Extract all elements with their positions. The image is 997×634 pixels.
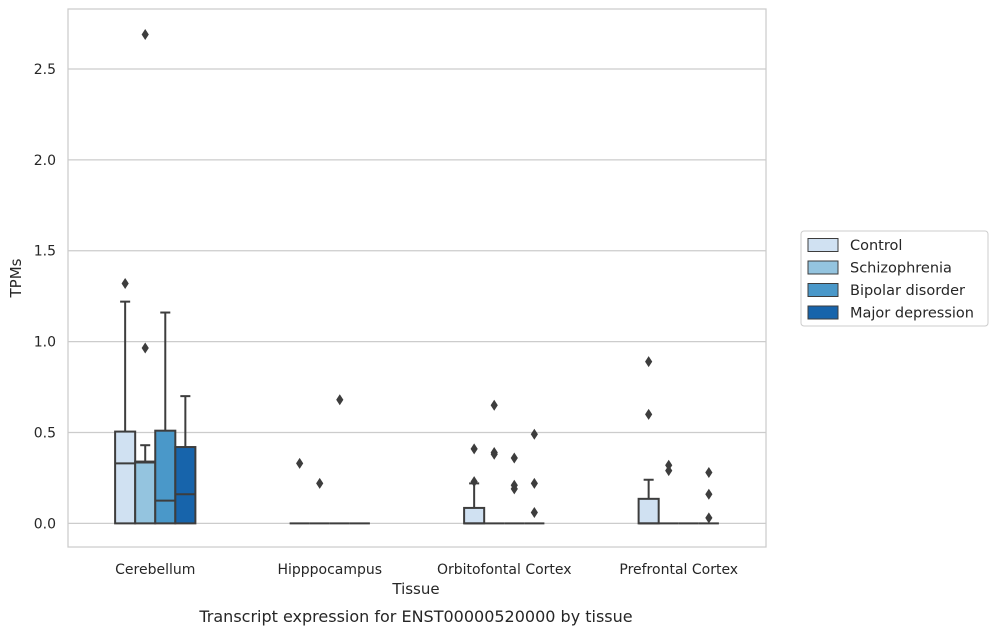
legend-frame <box>800 230 989 327</box>
box-schizophrenia <box>484 399 505 525</box>
box-bipolar-disorder <box>154 311 177 525</box>
outlier-point <box>705 512 713 524</box>
legend-label: Control <box>850 238 902 254</box>
box-schizophrenia <box>658 459 679 525</box>
legend-label: Major depression <box>850 306 974 322</box>
figure-caption: Transcript expression for ENST0000052000… <box>198 607 632 626</box>
box-body <box>134 460 157 525</box>
y-tick-label: 2.5 <box>34 62 56 78</box>
outlier-point <box>141 342 149 354</box>
y-tick-label: 1.0 <box>34 335 56 351</box>
box-plots <box>114 28 719 525</box>
y-tick-label: 0.0 <box>34 516 56 532</box>
box-schizophrenia <box>309 477 330 525</box>
plot-frame <box>67 8 767 548</box>
outlier-point <box>705 466 713 478</box>
box-body <box>637 497 660 525</box>
box-bipolar-disorder <box>329 394 350 525</box>
x-tick-label: Cerebellum <box>115 562 195 578</box>
outlier-point <box>645 356 653 368</box>
outlier-point <box>336 394 344 406</box>
box-control <box>637 356 660 525</box>
y-axis-title: TPMs <box>7 258 25 298</box>
y-tick-label: 2.0 <box>34 153 56 169</box>
box-body <box>114 430 137 525</box>
outlier-point <box>705 488 713 500</box>
legend-label: Bipolar disorder <box>850 283 965 299</box>
box-control <box>289 457 310 525</box>
x-axis-title: Tissue <box>391 580 439 598</box>
y-tick-label: 1.5 <box>34 244 56 260</box>
x-axis-ticks: Cerebellum Hipppocampus Orbitofontal Corte… <box>115 562 738 578</box>
outlier-point <box>510 483 518 495</box>
x-tick-label: Prefrontal Cortex <box>619 562 738 578</box>
outlier-point <box>510 452 518 464</box>
legend: Control Schizophrenia Bipolar disorder Majo… <box>800 230 989 327</box>
legend-label: Schizophrenia <box>850 261 952 277</box>
box-body <box>174 446 197 525</box>
outlier-point <box>645 408 653 420</box>
y-axis-ticks: 0.0 0.5 1.0 1.5 2.0 2.5 <box>34 62 56 532</box>
outlier-point <box>470 476 478 488</box>
outlier-point <box>490 448 498 460</box>
box-major-depression <box>524 428 545 525</box>
outlier-point <box>470 443 478 455</box>
box-major-depression <box>174 395 197 525</box>
x-tick-label: Hipppocampus <box>277 562 382 578</box>
outlier-point <box>530 506 538 518</box>
outlier-point <box>665 465 673 477</box>
outlier-point <box>296 457 304 469</box>
legend-swatch <box>807 283 839 297</box>
y-tick-label: 0.5 <box>34 425 56 441</box>
outlier-point <box>530 477 538 489</box>
legend-swatch <box>807 260 839 275</box>
outlier-point <box>141 28 149 40</box>
legend-swatch <box>807 238 839 252</box>
outlier-point <box>121 277 129 289</box>
box-control <box>114 277 137 525</box>
box-body <box>463 506 486 525</box>
outlier-point <box>316 477 324 489</box>
outlier-point <box>530 428 538 440</box>
box-major-depression <box>698 466 719 525</box>
box-schizophrenia <box>134 28 157 525</box>
x-tick-label: Orbitofontal Cortex <box>437 562 572 578</box>
box-bipolar-disorder <box>504 452 525 525</box>
box-control <box>463 443 486 525</box>
outlier-point <box>490 399 498 411</box>
box-body <box>154 429 177 525</box>
legend-swatch <box>807 305 839 320</box>
